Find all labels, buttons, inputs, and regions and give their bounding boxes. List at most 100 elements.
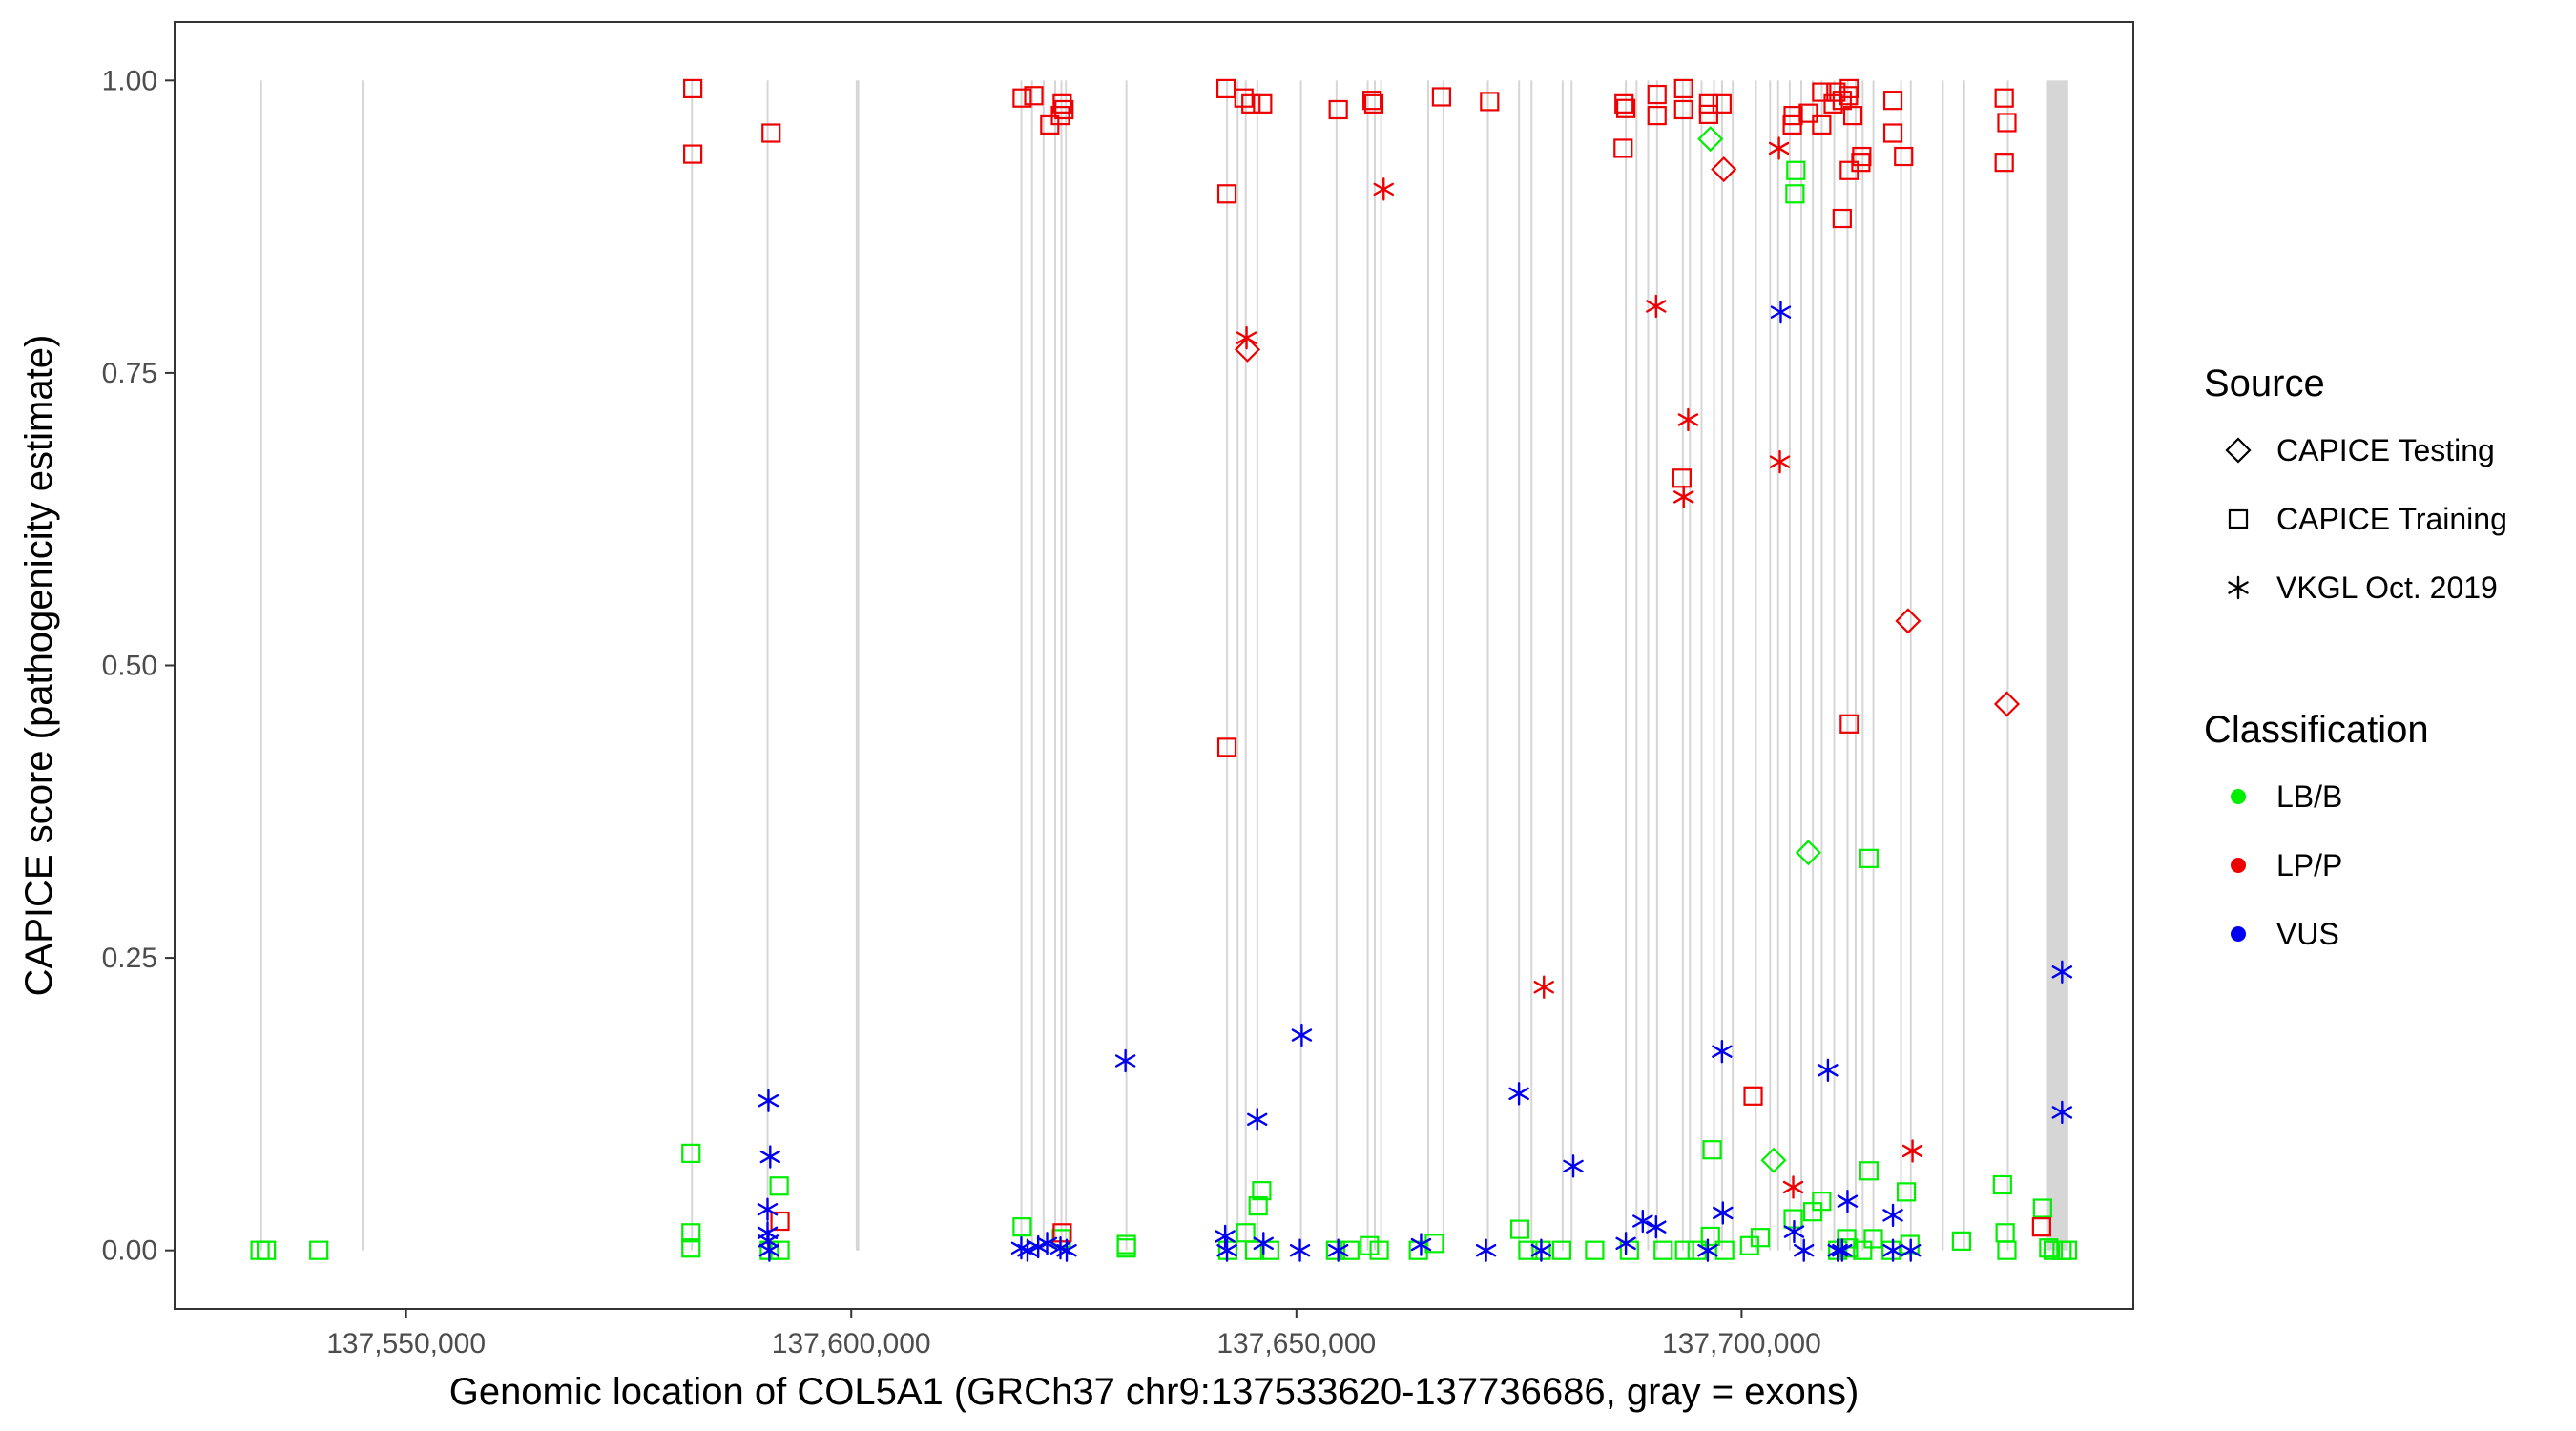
exon-band: [855, 80, 860, 1251]
data-point: [1992, 1174, 2012, 1195]
exon-band: [1720, 80, 1723, 1251]
data-point: [1028, 1234, 1049, 1259]
exon-band: [1244, 80, 1247, 1251]
data-point: [1646, 294, 1667, 319]
exon-band: [1561, 80, 1564, 1251]
data-point: [1646, 1214, 1667, 1239]
legend-title-source: Source: [2204, 363, 2325, 404]
data-point: [1713, 1201, 1734, 1225]
exon-band: [1755, 80, 1757, 1251]
legend-label-source: CAPICE Training: [2276, 502, 2507, 536]
data-point: [1842, 106, 1863, 126]
exon-band: [1700, 80, 1703, 1251]
data-point: [1859, 1161, 1879, 1181]
data-point: [1360, 1235, 1380, 1255]
exon-band: [1486, 80, 1489, 1251]
legend-label-source: VKGL Oct. 2019: [2276, 570, 2498, 605]
data-point: [2051, 960, 2073, 985]
data-point: [1827, 1238, 1848, 1262]
data-point: [1563, 1154, 1584, 1178]
data-point: [1768, 136, 1790, 160]
data-point: [1410, 1233, 1432, 1256]
x-tick-label: 137,700,000: [1662, 1328, 1821, 1359]
data-point: [2032, 1198, 2052, 1218]
exon-band: [260, 80, 262, 1251]
exon-band: [1655, 80, 1658, 1251]
data-point: [1896, 1182, 1917, 1202]
data-point: [1798, 103, 1818, 123]
y-tick-label: 0.00: [102, 1235, 157, 1267]
exon-band: [1366, 80, 1369, 1251]
data-point: [1647, 106, 1667, 126]
data-point: [1480, 92, 1500, 112]
exon-band: [1647, 80, 1650, 1251]
data-point: [1698, 93, 1718, 114]
exon-band: [2006, 80, 2009, 1251]
data-point: [1711, 156, 1737, 183]
data-point: [1839, 78, 1859, 99]
x-tick-label: 137,600,000: [772, 1328, 931, 1359]
exon-band: [1442, 80, 1444, 1251]
data-point: [1613, 138, 1633, 158]
series-vkgl-oct-2019-lp-p: [1236, 136, 1923, 1199]
data-point: [1881, 1240, 1901, 1260]
data-point: [1052, 1223, 1072, 1243]
data-point: [1743, 1086, 1763, 1106]
data-point: [1818, 1058, 1839, 1083]
data-point: [1901, 1139, 1923, 1163]
data-point: [1036, 1232, 1058, 1255]
exon-band: [1053, 80, 1056, 1251]
data-point: [1585, 1240, 1605, 1260]
data-point: [1424, 1234, 1444, 1254]
legend-title-classification: Classification: [2204, 709, 2429, 751]
exon-band: [1900, 80, 1902, 1251]
exon-band: [1820, 80, 1823, 1251]
exon-band: [1872, 80, 1875, 1251]
data-point: [1812, 114, 1832, 135]
data-point: [1215, 1224, 1236, 1249]
data-point: [1832, 208, 1852, 229]
data-point: [1882, 123, 1903, 143]
data-point: [1853, 1240, 1873, 1260]
exon-band: [1065, 80, 1068, 1251]
exon-band: [1236, 80, 1239, 1251]
data-point: [1783, 1219, 1805, 1244]
exon-band: [1530, 80, 1533, 1251]
data-point: [1677, 407, 1699, 432]
data-point: [1373, 177, 1394, 201]
data-point: [681, 1238, 701, 1258]
data-point: [1508, 1082, 1529, 1106]
exon-band: [1125, 80, 1128, 1251]
data-point: [1894, 146, 1914, 167]
data-point: [1518, 1240, 1538, 1260]
data-point: [1054, 99, 1074, 120]
series-capice-testing-lb-b: [1697, 126, 1821, 1173]
data-point: [1533, 975, 1554, 999]
exon-band: [1570, 80, 1573, 1251]
data-point: [1839, 714, 1859, 734]
data-point: [1674, 1240, 1694, 1260]
exon-band: [1732, 80, 1735, 1251]
legend: Source CAPICE Testing CAPICE Training VKGL …: [2204, 363, 2507, 951]
data-point: [1234, 336, 1261, 363]
data-point: [1882, 1203, 1903, 1228]
data-point: [2057, 1240, 2078, 1260]
exon-band: [1299, 80, 1302, 1251]
data-point: [1785, 184, 1805, 204]
data-point: [2031, 1217, 2051, 1237]
data-point: [1794, 1238, 1815, 1262]
exon-band: [1373, 80, 1376, 1251]
exon-band: [361, 80, 364, 1251]
exon-band: [1769, 80, 1772, 1251]
data-point: [1216, 737, 1237, 757]
data-point: [1750, 1228, 1771, 1248]
data-point: [1340, 1240, 1360, 1260]
data-point: [1363, 93, 1384, 114]
exon-band: [1380, 80, 1382, 1251]
data-point: [1362, 91, 1382, 111]
data-point: [1782, 1175, 1804, 1199]
exon-band: [1788, 80, 1791, 1251]
exon-band: [1854, 80, 1857, 1251]
